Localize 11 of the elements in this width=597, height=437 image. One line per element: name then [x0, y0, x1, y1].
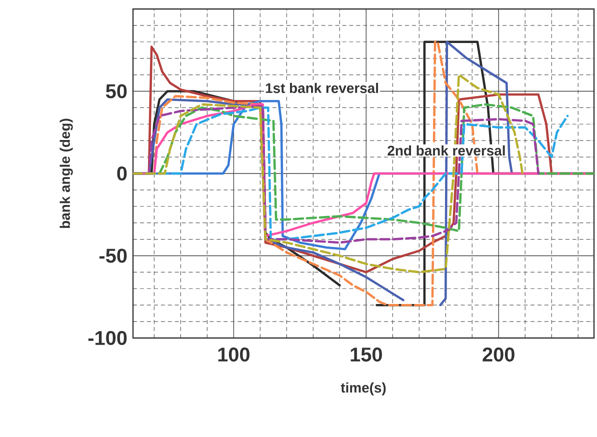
annotation: 2nd bank reversal	[388, 145, 505, 156]
y-axis-title: bank angle (deg)	[60, 118, 73, 228]
annotation: 1st bank reversal	[266, 82, 378, 94]
y-tick-label: -100	[88, 330, 127, 346]
y-tick-label: 0	[117, 166, 127, 181]
x-tick-label: 200	[482, 347, 514, 362]
x-axis-title: time(s)	[340, 382, 386, 396]
x-tick-label: 150	[350, 347, 382, 362]
y-tick-label: -50	[99, 248, 127, 263]
y-tick-label: 50	[106, 84, 127, 98]
x-tick-label: 100	[218, 347, 250, 362]
